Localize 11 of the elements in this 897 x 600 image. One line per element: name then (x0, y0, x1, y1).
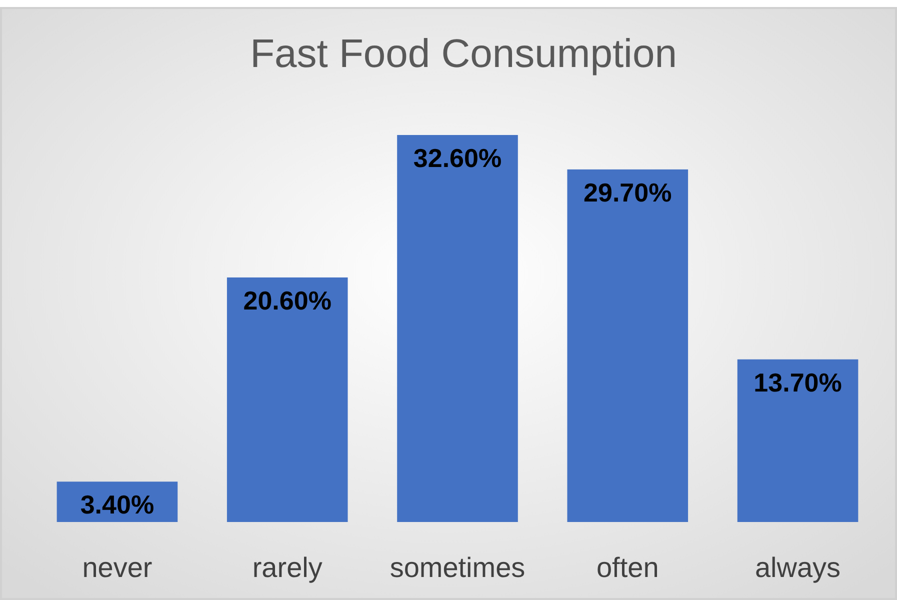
x-tick-label: never (82, 552, 152, 583)
x-tick-label: rarely (252, 552, 322, 583)
chart-title: Fast Food Consumption (250, 32, 677, 76)
data-label: 29.70% (584, 177, 672, 208)
x-tick-label: always (754, 552, 841, 583)
data-label: 20.60% (243, 285, 332, 316)
data-label: 3.40% (80, 490, 154, 520)
data-label: 13.70% (754, 367, 842, 398)
x-tick-label: often (596, 552, 659, 583)
x-tick-label: sometimes (390, 552, 526, 583)
data-label: 32.60% (413, 143, 502, 173)
